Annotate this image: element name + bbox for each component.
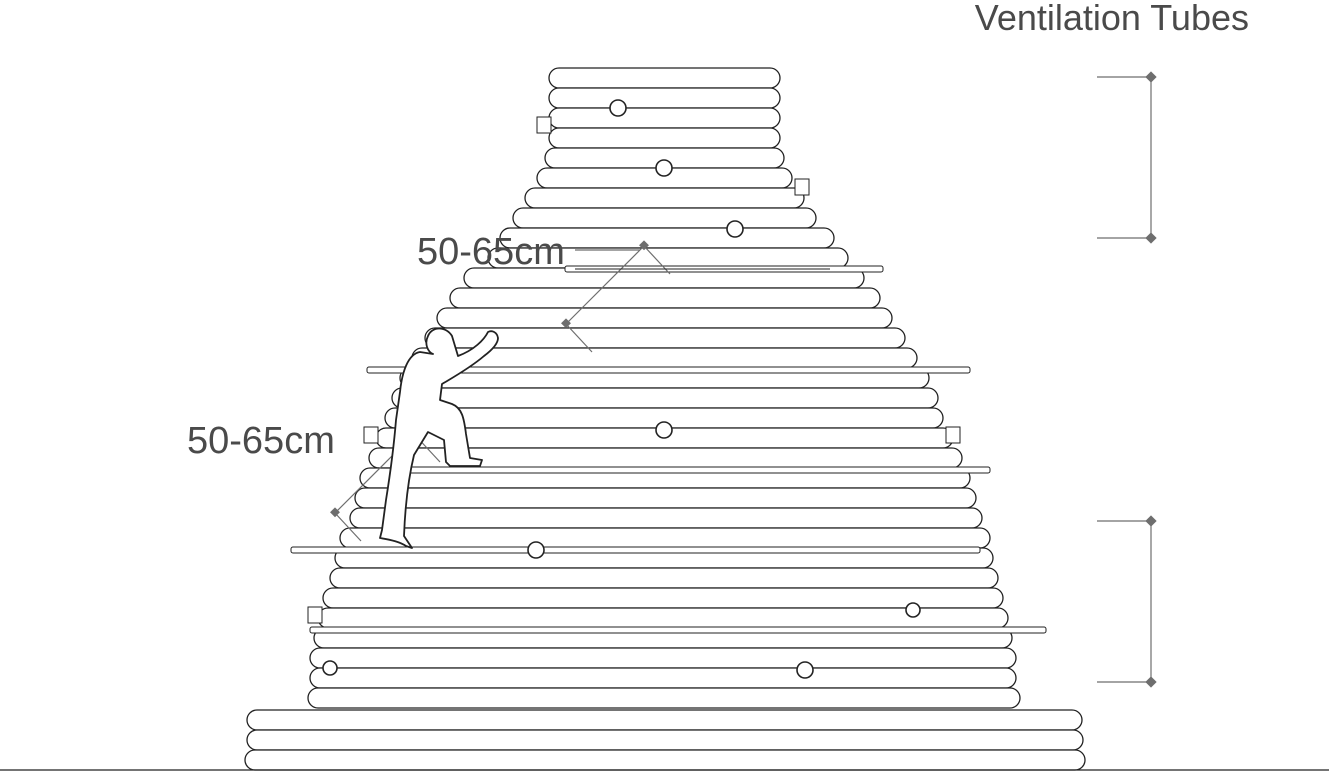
lower-step-dimension-label: 50-65cm — [187, 420, 335, 462]
ventilation-opening-7 — [322, 660, 338, 676]
ventilation-opening-1 — [609, 99, 627, 117]
ventilation-opening-4 — [655, 421, 673, 439]
tube-33 — [246, 709, 1083, 731]
tube-35 — [244, 749, 1086, 771]
lower-range-bracket — [1097, 515, 1157, 688]
ventilation-opening-2 — [655, 159, 673, 177]
tube-27 — [322, 587, 1004, 609]
climber-figure — [379, 327, 499, 549]
tube-3 — [548, 107, 781, 129]
ventilation-opening-6 — [905, 602, 921, 618]
ventilation-tubes-label: Ventilation Tubes — [975, 0, 1249, 38]
tube-8 — [512, 207, 817, 229]
side-stub-1 — [536, 116, 552, 134]
side-stub-3 — [363, 426, 379, 444]
side-stub-5 — [307, 606, 323, 624]
tube-1 — [548, 67, 781, 89]
ventilation-opening-5 — [527, 541, 545, 559]
tube-26 — [329, 567, 999, 589]
tube-23 — [349, 507, 983, 529]
tube-28 — [317, 607, 1009, 629]
upper-step-dimension — [561, 240, 671, 353]
tube-13 — [436, 307, 893, 329]
rung-bar-3 — [404, 466, 991, 474]
tube-12 — [449, 287, 881, 309]
tube-30 — [309, 647, 1017, 669]
ventilation-opening-3 — [726, 220, 744, 238]
upper-step-dimension-label: 50-65cm — [417, 231, 565, 273]
rung-bar-5 — [309, 626, 1047, 634]
rung-bar-4 — [290, 546, 981, 554]
side-stub-2 — [794, 178, 810, 196]
tube-24 — [339, 527, 991, 549]
rung-bars — [290, 116, 1047, 634]
ventilation-opening-8 — [796, 661, 814, 679]
tube-4 — [548, 127, 781, 149]
tube-17 — [391, 387, 939, 409]
upper-range-bracket — [1097, 71, 1157, 244]
tube-32 — [307, 687, 1021, 709]
ventilation-openings — [322, 99, 921, 679]
rung-bar-2 — [366, 366, 971, 374]
side-stub-4 — [945, 426, 961, 444]
tube-34 — [246, 729, 1084, 751]
tube-7 — [524, 187, 805, 209]
tube-22 — [354, 487, 977, 509]
tube-2 — [548, 87, 781, 109]
tube-31 — [309, 667, 1017, 689]
